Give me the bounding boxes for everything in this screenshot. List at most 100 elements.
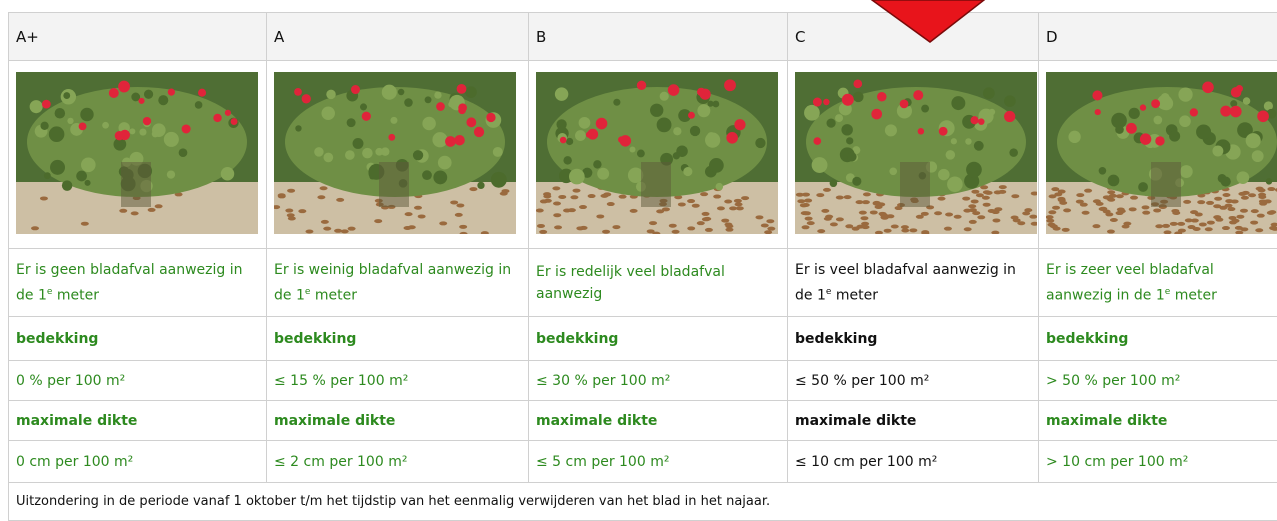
description-text: meter bbox=[831, 287, 878, 303]
leaf bbox=[278, 194, 286, 198]
foliage bbox=[989, 108, 995, 114]
rose bbox=[388, 133, 395, 140]
table-row: 0 % per 100 m²≤ 15 % per 100 m²≤ 30 % pe… bbox=[9, 361, 1277, 401]
leaf bbox=[836, 217, 844, 221]
leaf bbox=[1092, 224, 1100, 228]
photo bbox=[16, 72, 258, 234]
leaf bbox=[1116, 211, 1124, 215]
leaf bbox=[821, 208, 829, 212]
grade-header: A+ bbox=[9, 13, 267, 61]
leaf bbox=[879, 211, 887, 215]
leaf bbox=[40, 196, 48, 200]
foliage bbox=[1221, 176, 1231, 186]
rose bbox=[900, 99, 909, 108]
page: A+ABCDEr is geen bladafval aanwezig in d… bbox=[0, 0, 1277, 521]
coverage-label: bedekking bbox=[529, 317, 788, 361]
foliage bbox=[938, 168, 950, 180]
leaf bbox=[1205, 227, 1213, 231]
foliage bbox=[195, 101, 203, 109]
description-text: Er is redelijk veel bladafval aanwezig bbox=[536, 264, 725, 302]
foliage bbox=[579, 116, 591, 128]
leaf bbox=[817, 229, 825, 233]
rose bbox=[351, 84, 360, 93]
rose bbox=[1151, 99, 1160, 108]
rose bbox=[458, 103, 467, 112]
leaf bbox=[830, 222, 838, 226]
rose bbox=[918, 128, 925, 135]
leaf bbox=[1231, 199, 1239, 203]
leaf bbox=[455, 212, 463, 216]
coverage-value: > 50 % per 100 m² bbox=[1039, 361, 1277, 401]
foliage bbox=[629, 146, 635, 152]
foliage bbox=[477, 181, 484, 188]
rose bbox=[637, 80, 646, 89]
leaf bbox=[1251, 209, 1259, 213]
leaf bbox=[1142, 210, 1150, 214]
leaf bbox=[1268, 210, 1276, 214]
grade-header: A bbox=[267, 13, 529, 61]
leaf bbox=[603, 192, 611, 196]
leaf bbox=[469, 187, 477, 191]
foliage bbox=[716, 182, 724, 190]
rose bbox=[823, 98, 829, 104]
stems bbox=[1151, 162, 1181, 207]
leaf bbox=[320, 186, 328, 190]
leaf bbox=[823, 187, 831, 191]
leaf bbox=[1107, 190, 1115, 194]
description: Er is veel bladafval aanwezig in de 1e m… bbox=[788, 249, 1039, 317]
leaf bbox=[374, 219, 382, 223]
rose bbox=[225, 109, 231, 115]
foliage bbox=[404, 98, 413, 107]
foliage bbox=[812, 157, 828, 173]
foliage bbox=[375, 147, 383, 155]
leaf bbox=[403, 225, 411, 229]
foliage bbox=[382, 84, 397, 99]
leaf bbox=[1199, 222, 1207, 226]
foliage bbox=[1212, 145, 1223, 156]
leaf bbox=[983, 202, 991, 206]
leaf bbox=[796, 192, 804, 196]
foliage bbox=[1180, 165, 1193, 178]
foliage bbox=[637, 149, 645, 157]
rose bbox=[688, 111, 695, 118]
leaf bbox=[288, 216, 296, 220]
leaf bbox=[761, 223, 769, 227]
leaf bbox=[705, 227, 713, 231]
rose bbox=[700, 88, 711, 99]
leaf bbox=[873, 201, 881, 205]
leaf bbox=[678, 202, 686, 206]
leaf bbox=[1191, 218, 1199, 222]
rose bbox=[109, 88, 119, 98]
foliage bbox=[1246, 133, 1261, 148]
leaf bbox=[700, 192, 708, 196]
photo-cell bbox=[1039, 61, 1277, 249]
rose bbox=[213, 113, 221, 121]
leaf bbox=[977, 215, 985, 219]
leaf bbox=[1227, 207, 1235, 211]
leaf bbox=[456, 203, 464, 207]
rose bbox=[913, 90, 923, 100]
foliage bbox=[158, 95, 168, 105]
leaf bbox=[971, 189, 979, 193]
leaf bbox=[119, 208, 127, 212]
leaf bbox=[1170, 221, 1178, 225]
leaf bbox=[999, 185, 1007, 189]
foliage bbox=[673, 127, 681, 135]
foliage bbox=[362, 147, 373, 158]
leaf bbox=[755, 215, 763, 219]
leaf bbox=[131, 211, 139, 215]
leaf bbox=[348, 226, 356, 230]
leaf bbox=[1259, 201, 1267, 205]
table-row: 0 cm per 100 m²≤ 2 cm per 100 m²≤ 5 cm p… bbox=[9, 441, 1277, 483]
leaf bbox=[1017, 221, 1025, 225]
leaf bbox=[287, 188, 295, 192]
leaf bbox=[570, 195, 578, 199]
leaf bbox=[1222, 193, 1230, 197]
leaf bbox=[702, 211, 710, 215]
foliage bbox=[1099, 167, 1107, 175]
coverage-label: bedekking bbox=[267, 317, 529, 361]
foliage bbox=[853, 91, 864, 102]
leaf bbox=[81, 221, 89, 225]
leaf bbox=[1267, 187, 1275, 191]
leaf bbox=[1256, 186, 1264, 190]
